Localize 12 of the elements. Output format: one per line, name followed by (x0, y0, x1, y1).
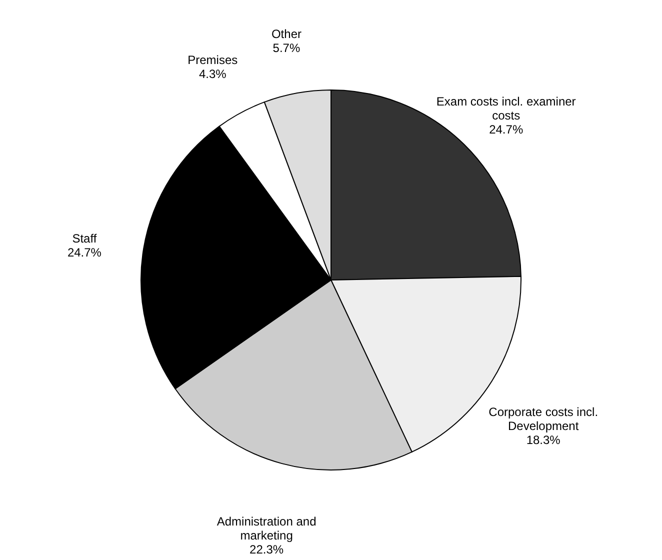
data-label: 4.3% (198, 66, 227, 81)
slice-label: Premises (188, 52, 238, 67)
data-label: 22.3% (250, 542, 284, 557)
slice-label: Staff (72, 232, 98, 246)
slice-label: Exam costs incl. examiner costs (436, 94, 576, 123)
slice-label: Other (271, 27, 302, 41)
slice-label: Corporate costs incl. Development (488, 404, 598, 433)
data-label: 18.3% (526, 432, 561, 447)
data-label: 5.7% (272, 41, 300, 55)
data-label: 24.7% (67, 246, 102, 260)
slice-label: Administration and marketing (216, 514, 316, 543)
data-label: 24.7% (489, 122, 524, 137)
